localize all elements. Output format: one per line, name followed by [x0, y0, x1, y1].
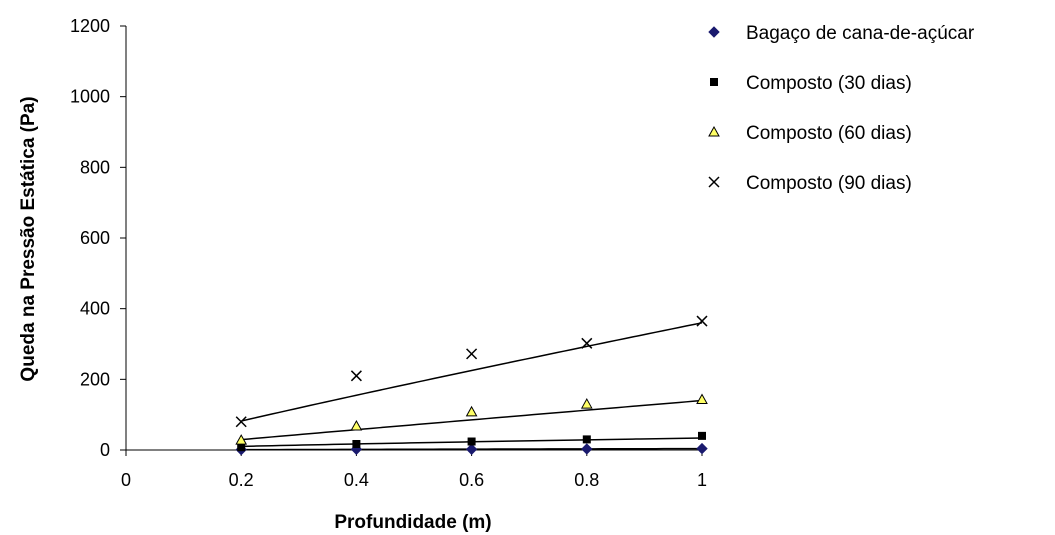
axes: 0 200 400 600 800 1000 1200 0 0.2 0.4 0.6 0.8 1: [70, 16, 707, 490]
legend-item: Composto (30 dias): [710, 73, 912, 94]
data-point-series-3: [697, 394, 707, 403]
data-point-series-2: [698, 432, 706, 440]
y-tick-label: 0: [100, 440, 110, 460]
x-tick-label: 1: [697, 470, 707, 490]
y-axis-title: Queda na Pressão Estática (Pa): [18, 96, 39, 381]
data-point-series-2: [583, 435, 591, 443]
data-point-series-4: [351, 371, 361, 381]
data-point-series-3: [467, 407, 477, 416]
legend-marker: [709, 27, 719, 37]
y-tick-label: 1200: [70, 16, 110, 36]
data-point-series-1: [582, 444, 592, 454]
data-point-series-4: [697, 316, 707, 326]
data-point-series-1: [467, 444, 477, 454]
data-point-series-1: [697, 444, 707, 454]
x-tick-label: 0.2: [229, 470, 254, 490]
x-tick-label: 0.6: [459, 470, 484, 490]
y-tick-label: 400: [80, 299, 110, 319]
x-axis-title: Profundidade (m): [334, 512, 491, 533]
legend-item: Composto (60 dias): [709, 123, 912, 144]
legend-label: Composto (60 dias): [746, 123, 912, 144]
y-tick-label: 800: [80, 157, 110, 177]
data-point-series-4: [467, 349, 477, 359]
data-point-series-4: [236, 417, 246, 427]
legend-item: Composto (90 dias): [709, 173, 912, 194]
data-point-series-2: [468, 438, 476, 446]
legend-label: Composto (90 dias): [746, 173, 912, 194]
y-tick-label: 600: [80, 228, 110, 248]
legend: Bagaço de cana-de-açúcar Composto (30 dia…: [709, 23, 975, 194]
legend-label: Composto (30 dias): [746, 73, 912, 94]
legend-item: Bagaço de cana-de-açúcar: [709, 23, 975, 44]
x-tick-label: 0: [121, 470, 131, 490]
x-tick-label: 0.8: [574, 470, 599, 490]
y-tick-label: 200: [80, 369, 110, 389]
trendlines: [241, 323, 702, 450]
data-point-series-3: [582, 399, 592, 408]
data-point-series-3: [351, 421, 361, 430]
legend-label: Bagaço de cana-de-açúcar: [746, 23, 975, 44]
legend-marker: [709, 127, 719, 136]
y-tick-label: 1000: [70, 87, 110, 107]
legend-marker: [709, 177, 719, 187]
legend-marker: [710, 78, 718, 86]
x-tick-label: 0.4: [344, 470, 369, 490]
data-point-series-2: [352, 440, 360, 448]
